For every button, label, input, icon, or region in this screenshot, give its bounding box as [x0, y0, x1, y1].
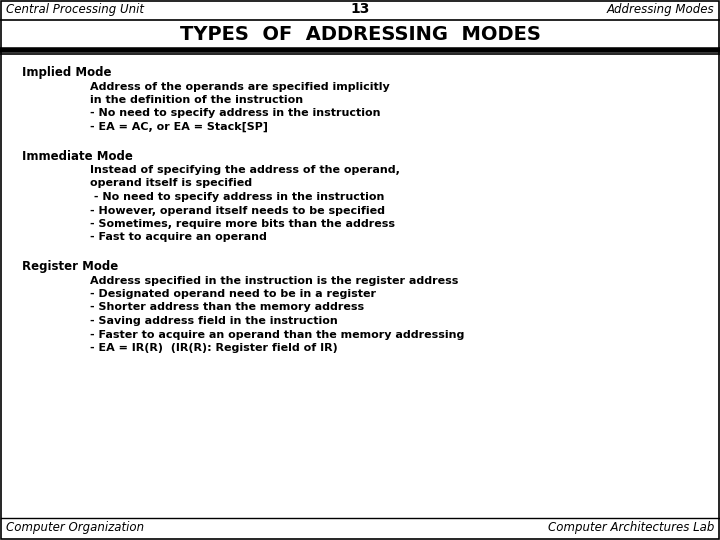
Text: Computer Organization: Computer Organization [6, 522, 144, 535]
Text: - However, operand itself needs to be specified: - However, operand itself needs to be sp… [90, 206, 385, 215]
Text: Address specified in the instruction is the register address: Address specified in the instruction is … [90, 275, 459, 286]
Text: - Faster to acquire an operand than the memory addressing: - Faster to acquire an operand than the … [90, 329, 464, 340]
Text: - Shorter address than the memory address: - Shorter address than the memory addres… [90, 302, 364, 313]
Text: Central Processing Unit: Central Processing Unit [6, 3, 144, 16]
Text: Immediate Mode: Immediate Mode [22, 150, 133, 163]
Text: - No need to specify address in the instruction: - No need to specify address in the inst… [90, 192, 384, 202]
Text: - EA = IR(R)  (IR(R): Register field of IR): - EA = IR(R) (IR(R): Register field of I… [90, 343, 338, 353]
Text: 13: 13 [351, 2, 369, 16]
Text: Computer Architectures Lab: Computer Architectures Lab [548, 522, 714, 535]
Text: operand itself is specified: operand itself is specified [90, 179, 252, 188]
Text: - EA = AC, or EA = Stack[SP]: - EA = AC, or EA = Stack[SP] [90, 122, 268, 132]
Text: - No need to specify address in the instruction: - No need to specify address in the inst… [90, 109, 380, 118]
Text: Register Mode: Register Mode [22, 260, 118, 273]
Text: in the definition of the instruction: in the definition of the instruction [90, 95, 303, 105]
Text: TYPES  OF  ADDRESSING  MODES: TYPES OF ADDRESSING MODES [179, 24, 541, 44]
Text: - Sometimes, require more bits than the address: - Sometimes, require more bits than the … [90, 219, 395, 229]
Text: Address of the operands are specified implicitly: Address of the operands are specified im… [90, 82, 390, 91]
Text: - Saving address field in the instruction: - Saving address field in the instructio… [90, 316, 338, 326]
Text: Addressing Modes: Addressing Modes [606, 3, 714, 16]
Text: - Designated operand need to be in a register: - Designated operand need to be in a reg… [90, 289, 376, 299]
Text: Implied Mode: Implied Mode [22, 66, 112, 79]
Text: Instead of specifying the address of the operand,: Instead of specifying the address of the… [90, 165, 400, 175]
Text: - Fast to acquire an operand: - Fast to acquire an operand [90, 233, 267, 242]
